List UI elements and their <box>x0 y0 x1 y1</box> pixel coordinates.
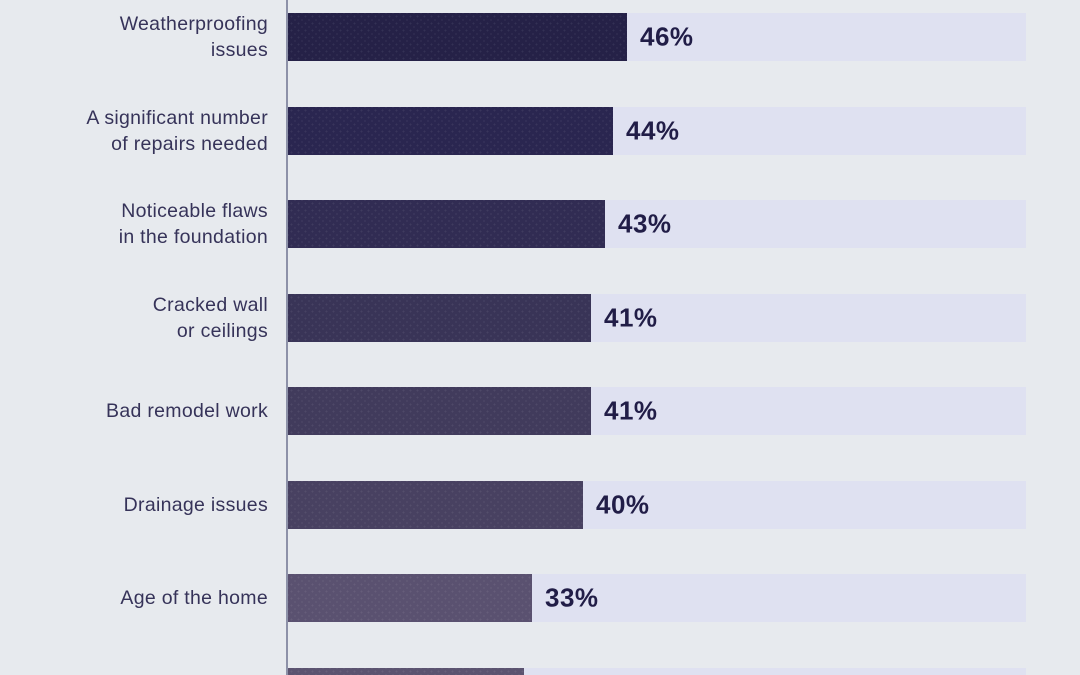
category-label: Cracked wall or ceilings <box>152 294 268 342</box>
bar-track <box>288 387 1026 435</box>
value-label: 46% <box>640 21 694 52</box>
bar-track <box>288 200 1026 248</box>
y-axis-line <box>286 0 288 675</box>
category-label: Age of the home <box>120 587 268 609</box>
bar-fill <box>288 294 591 342</box>
value-label: 44% <box>626 115 680 146</box>
value-label: 33% <box>545 582 599 613</box>
chart-row: Noticeable flaws in the foundation 43% <box>0 200 1080 248</box>
chart-row: Age of the home 33% <box>0 574 1080 622</box>
chart-row: A significant number of repairs needed 44… <box>0 107 1080 155</box>
bar-fill <box>288 13 627 61</box>
category-label: Noticeable flaws in the foundation <box>118 200 268 248</box>
bar-track <box>288 107 1026 155</box>
category-label: A significant number of repairs needed <box>86 107 268 155</box>
chart-row: Weatherproofing issues 46% <box>0 13 1080 61</box>
bar-fill <box>288 107 613 155</box>
value-label: 40% <box>596 489 650 520</box>
value-label: 41% <box>604 302 658 333</box>
category-label: Weatherproofing issues <box>119 13 268 61</box>
bar-fill <box>288 200 605 248</box>
bar-track <box>288 13 1026 61</box>
chart-row: Drainage issues 40% <box>0 481 1080 529</box>
bar-track <box>288 668 1026 675</box>
category-label: Drainage issues <box>123 494 268 516</box>
bar-track <box>288 294 1026 342</box>
value-label: 43% <box>618 208 672 239</box>
bar-track <box>288 481 1026 529</box>
value-label: 41% <box>604 395 658 426</box>
bar-fill <box>288 668 524 675</box>
chart-row: Cracked wall or ceilings 41% <box>0 294 1080 342</box>
chart-row: Bad remodel work 41% <box>0 387 1080 435</box>
chart-row <box>0 668 1080 675</box>
bar-fill <box>288 574 532 622</box>
bar-track <box>288 574 1026 622</box>
category-label: Bad remodel work <box>106 400 268 422</box>
bar-fill <box>288 387 591 435</box>
bar-fill <box>288 481 583 529</box>
